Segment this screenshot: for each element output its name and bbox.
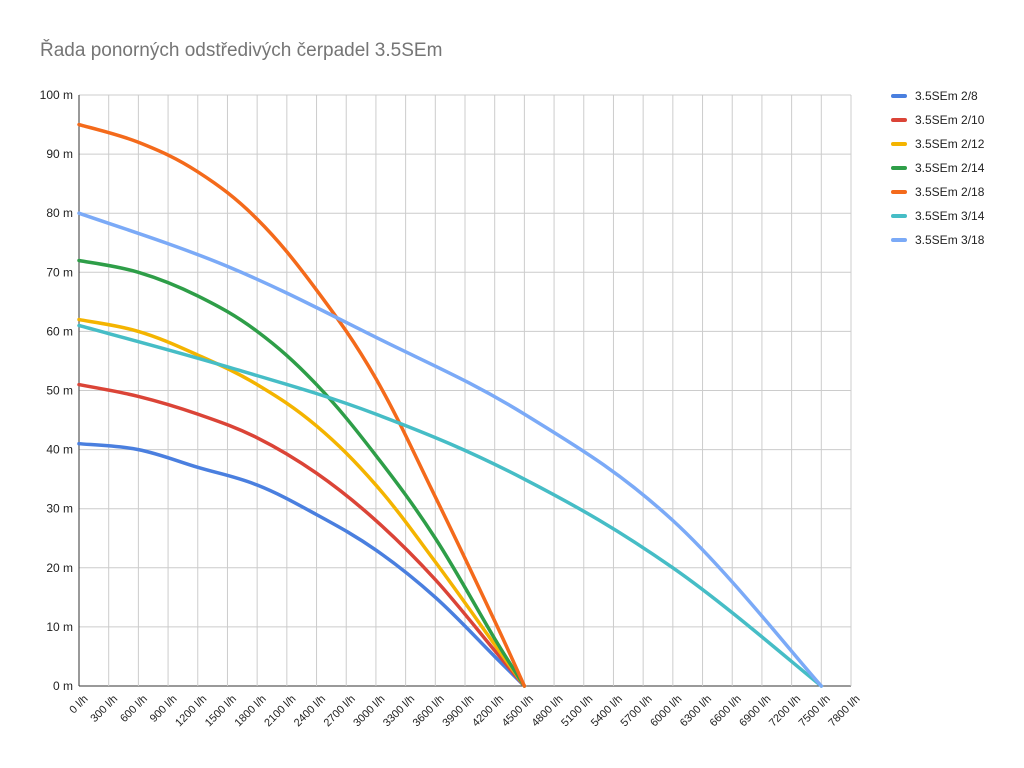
grid-layer: [78, 94, 852, 687]
y-tick-label: 70 m: [46, 265, 73, 279]
x-tick-label: 6600 l/h: [708, 693, 744, 729]
x-tick-label: 3600 l/h: [411, 693, 447, 729]
y-tick-label: 10 m: [46, 620, 73, 634]
y-tick-label: 40 m: [46, 443, 73, 457]
legend-label: 3.5SEm 2/8: [915, 89, 978, 103]
x-tick-label: 5100 l/h: [559, 693, 595, 729]
x-tick-label: 5400 l/h: [589, 693, 625, 729]
x-tick-label: 2400 l/h: [292, 693, 328, 729]
x-tick-label: 5700 l/h: [619, 693, 655, 729]
y-tick-label: 30 m: [46, 502, 73, 516]
x-tick-label: 7800 l/h: [826, 693, 862, 729]
x-tick-label: 600 l/h: [118, 693, 150, 725]
x-tick-label: 3900 l/h: [440, 693, 476, 729]
x-tick-label: 7200 l/h: [767, 693, 803, 729]
y-tick-label: 100 m: [40, 88, 73, 102]
x-tick-label: 4500 l/h: [500, 693, 536, 729]
legend-label: 3.5SEm 3/18: [915, 233, 985, 247]
series-line-3: [77, 317, 527, 688]
series-line-5: [77, 122, 527, 688]
x-tick-label: 4800 l/h: [529, 693, 565, 729]
x-tick-label: 0 l/h: [67, 693, 90, 716]
chart-title: Řada ponorných odstředivých čerpadel 3.5…: [40, 39, 442, 61]
x-tick-label: 6900 l/h: [737, 693, 773, 729]
x-tick-label: 4200 l/h: [470, 693, 506, 729]
legend-label: 3.5SEm 3/14: [915, 209, 985, 223]
legend-label: 3.5SEm 2/18: [915, 185, 985, 199]
legend: 3.5SEm 2/8 3.5SEm 2/10 3.5SEm 2/12 3.5SEm 2…: [891, 89, 985, 247]
series-line-4: [77, 258, 527, 688]
legend-label: 3.5SEm 2/10: [915, 113, 985, 127]
x-tick-label: 2700 l/h: [322, 693, 358, 729]
x-tick-label: 2100 l/h: [262, 693, 298, 729]
x-tick-label: 6300 l/h: [678, 693, 714, 729]
x-tick-label: 7500 l/h: [797, 693, 833, 729]
x-tick-label: 300 l/h: [88, 693, 120, 725]
y-tick-label: 60 m: [46, 324, 73, 338]
series-line-2: [77, 382, 527, 688]
y-tick-label: 90 m: [46, 147, 73, 161]
series-line-6: [77, 323, 824, 688]
x-tick-label: 1200 l/h: [173, 693, 209, 729]
legend-label: 3.5SEm 2/12: [915, 137, 985, 151]
y-tick-label: 50 m: [46, 384, 73, 398]
series-line-7: [77, 211, 824, 688]
y-tick-label: 20 m: [46, 561, 73, 575]
y-tick-label: 80 m: [46, 206, 73, 220]
x-tick-label: 1800 l/h: [233, 693, 269, 729]
legend-label: 3.5SEm 2/14: [915, 161, 985, 175]
x-tick-label: 6000 l/h: [648, 693, 684, 729]
x-tick-label: 3000 l/h: [351, 693, 387, 729]
axis-layer: 0 m 10 m 20 m 30 m 40 m 50 m 60 m 70 m 80 m 90 m 1…: [40, 88, 863, 729]
series-line-1: [77, 441, 527, 688]
series-layer: [77, 122, 824, 688]
x-tick-label: 3300 l/h: [381, 693, 417, 729]
x-tick-label: 1500 l/h: [203, 693, 239, 729]
y-tick-label: 0 m: [53, 679, 73, 693]
